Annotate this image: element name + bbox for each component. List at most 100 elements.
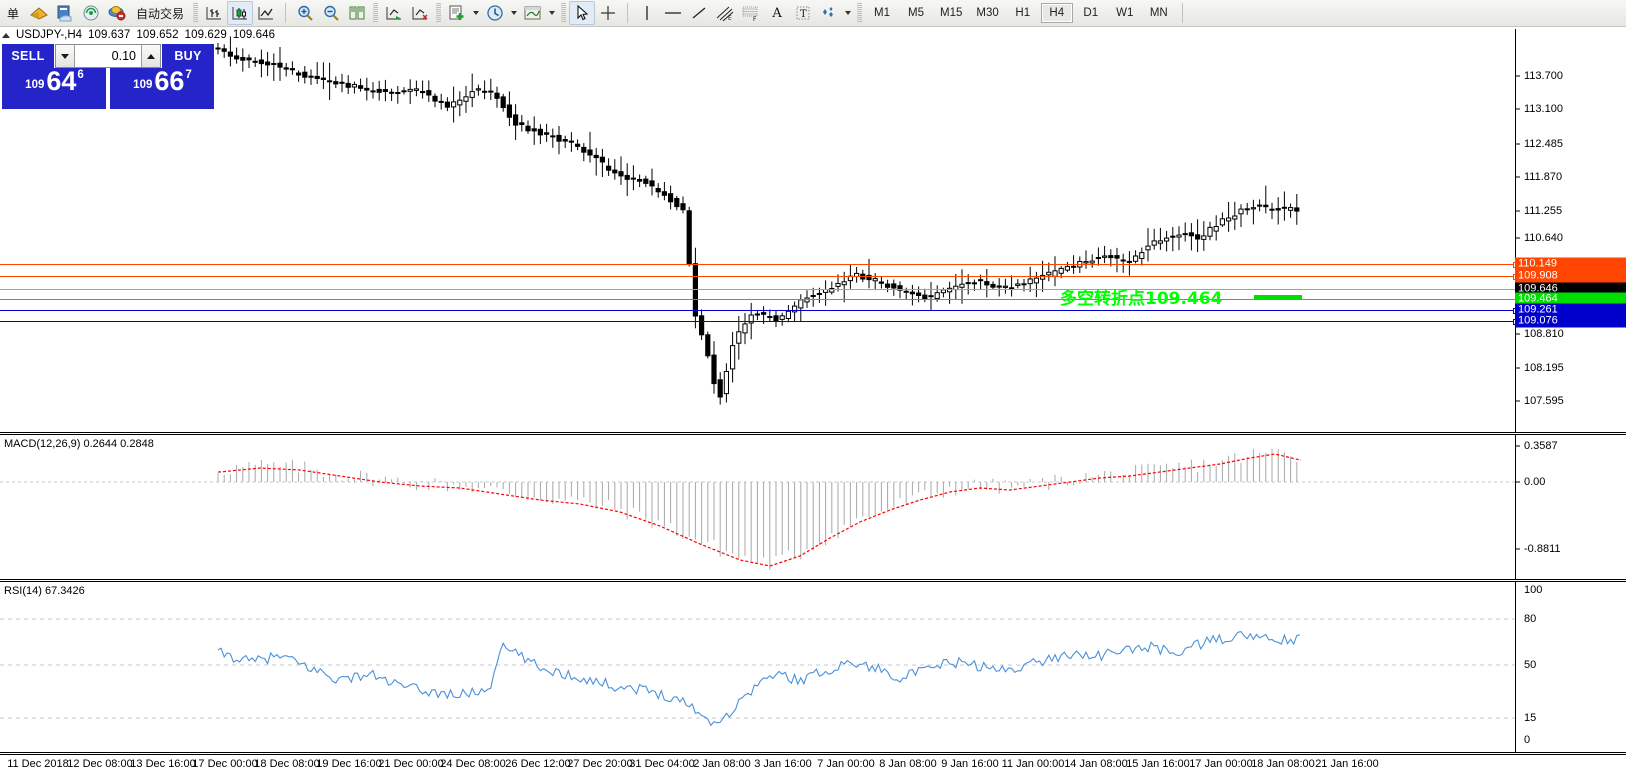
autotrading-label[interactable]: 自动交易 [136, 6, 185, 21]
autotrading-icon[interactable] [104, 1, 130, 25]
crosshair-icon[interactable] [595, 1, 621, 25]
level-line-support-upper[interactable] [0, 308, 1519, 314]
chart-shift-icon[interactable] [381, 1, 407, 25]
macd-pane[interactable]: MACD(12,26,9) 0.2644 0.2848 0.3587 0.00 -0… [0, 434, 1626, 580]
timeframe-mn[interactable]: MN [1149, 7, 1168, 19]
macd-label: MACD(12,26,9) 0.2644 0.2848 [4, 438, 154, 450]
expert-advisor-icon[interactable] [26, 1, 52, 25]
axis-tick [1516, 367, 1520, 369]
time-axis-label: 19 Dec 16:00 [316, 758, 382, 770]
hline-icon[interactable] [660, 1, 686, 25]
timeframe-m5[interactable]: M5 [908, 7, 924, 19]
time-axis-label: 17 Jan 00:00 [1189, 758, 1253, 770]
time-axis-label: 8 Jan 08:00 [879, 758, 937, 770]
templates-icon[interactable] [520, 1, 546, 25]
rsi-label: RSI(14) 67.3426 [4, 585, 85, 597]
price-tag-support-upper: 109.261 [1515, 303, 1626, 317]
text-label-icon[interactable]: A [772, 5, 782, 21]
add-indicator-icon[interactable] [444, 1, 470, 25]
axis-tick [1516, 176, 1520, 178]
zoom-out-icon[interactable] [318, 1, 344, 25]
line-chart-icon[interactable] [253, 1, 279, 25]
time-axis-label: 18 Dec 08:00 [254, 758, 320, 770]
axis-tick [1516, 333, 1520, 335]
rsi-axis[interactable]: 100 80 50 15 0 [1515, 582, 1626, 752]
sell-price-sup: 6 [77, 69, 84, 81]
level-line-turning-point[interactable] [0, 299, 1515, 300]
timeframe-d1[interactable]: D1 [1083, 7, 1099, 19]
zoom-in-icon[interactable] [292, 1, 318, 25]
level-line-bid-price[interactable] [0, 289, 1515, 290]
symbol-info-bar: USDJPY-,H4 109.637 109.652 109.629 109.6… [0, 28, 275, 42]
sell-price-display[interactable]: 109 64 6 [2, 68, 106, 109]
volume-increase-button[interactable] [141, 45, 160, 67]
time-axis-label: 13 Dec 16:00 [130, 758, 196, 770]
time-axis[interactable]: 11 Dec 2018 12 Dec 08:00 13 Dec 16:00 17 De… [0, 754, 1626, 773]
period-icon[interactable] [482, 1, 508, 25]
price-tag-resistance-upper: 110.149 [1515, 257, 1626, 271]
time-axis-label: 27 Dec 20:00 [567, 758, 633, 770]
candlestick-series [215, 36, 1300, 405]
ohlc-close: 109.646 [232, 29, 276, 41]
fibo-icon[interactable]: F [738, 1, 764, 25]
collapse-triangle-icon[interactable] [2, 32, 10, 38]
objects-icon[interactable] [816, 1, 842, 25]
price-axis[interactable]: 113.700 113.100 112.485 111.870 111.255 110.6… [1515, 29, 1626, 463]
price-axis-label: 113.700 [1524, 70, 1563, 82]
toolbar-separator [1181, 3, 1183, 23]
timeframe-h4[interactable]: H4 [1040, 3, 1073, 23]
chevron-down-icon[interactable] [546, 2, 558, 24]
timeframe-w1[interactable]: W1 [1116, 7, 1134, 19]
toolbar-separator [436, 3, 442, 23]
vline-icon[interactable] [634, 1, 660, 25]
orders-icon[interactable]: 单 [6, 6, 19, 21]
toolbar-separator [373, 3, 379, 23]
rsi-pane[interactable]: RSI(14) 67.3426 100 80 50 15 0 [0, 581, 1626, 753]
cursor-icon[interactable] [569, 1, 596, 25]
bar-chart-icon[interactable] [201, 1, 227, 25]
time-axis-label: 21 Jan 16:00 [1315, 758, 1379, 770]
text-icon[interactable]: T [790, 1, 816, 25]
axis-tick [1516, 445, 1520, 447]
symbol-name: USDJPY-,H4 [16, 29, 83, 41]
rsi-canvas[interactable] [0, 582, 1626, 752]
buy-price-display[interactable]: 109 66 7 [110, 68, 214, 109]
timeframe-m30[interactable]: M30 [976, 7, 999, 19]
level-line-resistance-lower[interactable] [0, 274, 1519, 280]
toolbar-separator [561, 3, 567, 23]
volume-decrease-button[interactable] [56, 45, 75, 67]
volume-stepper[interactable]: 0.10 [55, 44, 161, 68]
time-axis-label: 12 Dec 08:00 [67, 758, 133, 770]
time-axis-label: 2 Jan 08:00 [693, 758, 751, 770]
chevron-down-icon[interactable] [842, 2, 854, 24]
price-axis-label: 108.195 [1524, 362, 1564, 374]
level-line-support-lower[interactable] [0, 319, 1519, 325]
macd-axis-label: 0.3587 [1524, 440, 1558, 452]
trendline-icon[interactable] [686, 1, 712, 25]
timeframe-h1[interactable]: H1 [1015, 7, 1031, 19]
chevron-down-icon[interactable] [470, 2, 482, 24]
chevron-down-icon[interactable] [508, 2, 520, 24]
macd-axis[interactable]: 0.3587 0.00 -0.8811 [1515, 435, 1626, 579]
auto-scroll-icon[interactable] [407, 1, 433, 25]
volume-input[interactable]: 0.10 [75, 45, 141, 67]
macd-canvas[interactable] [0, 435, 1626, 579]
timeframe-m15[interactable]: M15 [940, 7, 963, 19]
level-line-resistance-upper[interactable] [0, 262, 1519, 268]
data-window-icon[interactable] [52, 1, 78, 25]
price-tag-turning-point: 109.464 [1515, 292, 1626, 306]
sell-button[interactable]: SELL [2, 44, 54, 68]
time-axis-label: 21 Dec 00:00 [378, 758, 444, 770]
main-toolbar: 单 [0, 0, 1626, 27]
price-chart-canvas[interactable] [0, 29, 1626, 432]
signals-icon[interactable] [78, 1, 104, 25]
axis-tick [1516, 210, 1520, 212]
tile-windows-icon[interactable] [344, 1, 370, 25]
buy-price-sup: 7 [185, 69, 192, 81]
buy-button[interactable]: BUY [162, 44, 214, 68]
timeframe-m1[interactable]: M1 [874, 7, 890, 19]
price-chart-pane[interactable]: 多空转折点109.464 113.700 113.100 112.485 111.87… [0, 29, 1626, 463]
rsi-axis-label: 100 [1524, 584, 1543, 596]
candlestick-chart-icon[interactable] [227, 1, 254, 25]
equidistant-channel-icon[interactable]: E [712, 1, 738, 25]
